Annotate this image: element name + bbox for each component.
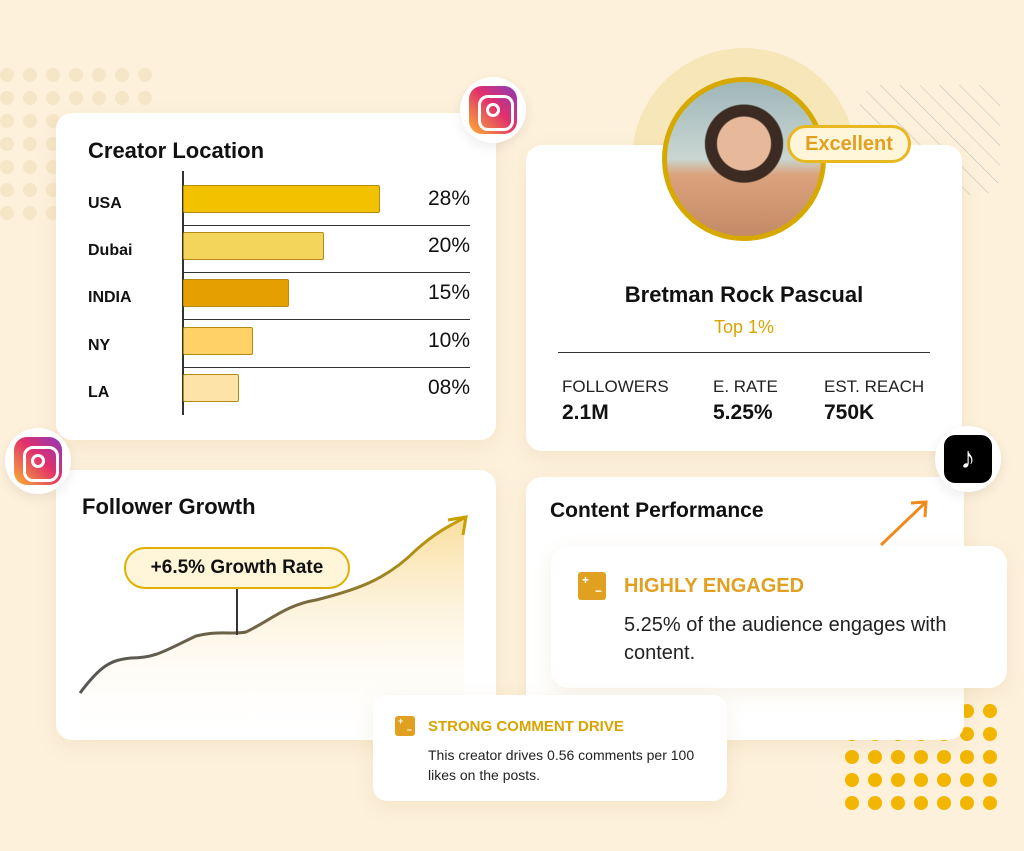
dot	[937, 796, 951, 810]
dot	[92, 68, 106, 82]
tiktok-icon: ♪	[944, 435, 992, 483]
dot	[960, 750, 974, 764]
dot	[868, 750, 882, 764]
location-percent: 08%	[427, 376, 470, 399]
instagram-icon	[469, 86, 517, 134]
dot	[914, 750, 928, 764]
dot	[69, 91, 83, 105]
row-divider	[183, 225, 470, 226]
dot	[914, 773, 928, 787]
dot	[23, 183, 37, 197]
location-label: INDIA	[88, 289, 132, 306]
instagram-icon	[14, 437, 62, 485]
dot	[937, 773, 951, 787]
dot	[23, 206, 37, 220]
location-bar	[183, 279, 289, 307]
location-label: LA	[88, 384, 110, 401]
dot	[891, 773, 905, 787]
dot	[983, 750, 997, 764]
engaged-title: HIGHLY ENGAGED	[624, 575, 805, 597]
dot	[138, 91, 152, 105]
tiktok-badge[interactable]: ♪	[935, 426, 1001, 492]
location-bar	[183, 185, 381, 213]
dot	[0, 114, 14, 128]
card-title: Creator Location	[88, 138, 265, 163]
dot	[69, 68, 83, 82]
instagram-badge[interactable]	[5, 428, 71, 494]
location-label: Dubai	[88, 242, 133, 259]
dot	[845, 750, 859, 764]
dot	[0, 68, 14, 82]
location-percent: 10%	[427, 329, 470, 352]
location-label: USA	[88, 195, 122, 212]
arrow-head-icon	[447, 515, 468, 536]
dot	[937, 750, 951, 764]
dot	[983, 704, 997, 718]
location-percent: 20%	[427, 234, 470, 257]
instagram-badge[interactable]	[460, 77, 526, 143]
card-title: Content Performance	[550, 499, 764, 522]
creator-location-card: Creator Location USA 28% Dubai 20% INDIA…	[56, 113, 496, 440]
divider	[558, 352, 930, 353]
stat-followers: FOLLOWERS 2.1M	[562, 377, 669, 424]
engaged-text: 5.25% of the audience engages with conte…	[624, 614, 947, 664]
comment-drive-card: + − STRONG COMMENT DRIVE This creator dri…	[373, 695, 727, 801]
dot	[0, 137, 14, 151]
dot	[845, 796, 859, 810]
location-percent: 28%	[427, 187, 470, 210]
dot	[891, 796, 905, 810]
dot	[23, 160, 37, 174]
dot	[0, 183, 14, 197]
dot	[0, 206, 14, 220]
dot	[23, 114, 37, 128]
dot	[0, 91, 14, 105]
location-bar	[183, 327, 254, 355]
highly-engaged-card: + − HIGHLY ENGAGED 5.25% of the audience …	[551, 546, 1007, 688]
dot	[23, 91, 37, 105]
excellent-badge: Excellent	[787, 125, 911, 163]
location-percent: 15%	[427, 281, 470, 304]
comment-text: This creator drives 0.56 comments per 10…	[428, 747, 695, 783]
growth-line	[78, 516, 465, 694]
dot	[845, 773, 859, 787]
growth-chart	[78, 515, 468, 740]
dot	[46, 68, 60, 82]
dot	[983, 796, 997, 810]
location-label: NY	[88, 337, 111, 354]
dot	[46, 91, 60, 105]
dot	[914, 796, 928, 810]
dot	[868, 796, 882, 810]
row-divider	[183, 367, 470, 368]
dot	[983, 773, 997, 787]
rank-label: Top 1%	[713, 317, 775, 337]
dot	[138, 68, 152, 82]
plus-minus-icon: + −	[395, 716, 415, 736]
plus-minus-icon: + −	[578, 572, 606, 600]
location-bar	[183, 232, 324, 260]
row-divider	[183, 272, 470, 273]
stat-reach: EST. REACH 750K	[824, 377, 925, 424]
dot	[23, 68, 37, 82]
dot	[891, 750, 905, 764]
dot	[960, 773, 974, 787]
dot	[960, 727, 974, 741]
dot	[868, 773, 882, 787]
stat-engagement-rate: E. RATE 5.25%	[713, 377, 778, 424]
dot	[92, 91, 106, 105]
decorative-dots-top	[0, 68, 152, 220]
card-title: Follower Growth	[82, 494, 256, 519]
dot	[115, 91, 129, 105]
location-bar	[183, 374, 240, 402]
trend-arrow-icon	[879, 500, 928, 547]
row-divider	[183, 319, 470, 320]
dot	[960, 796, 974, 810]
creator-name: Bretman Rock Pascual	[624, 282, 864, 307]
dot	[23, 137, 37, 151]
growth-rate-badge: +6.5% Growth Rate	[124, 547, 350, 589]
dot	[115, 68, 129, 82]
dot	[0, 160, 14, 174]
comment-title: STRONG COMMENT DRIVE	[428, 718, 624, 735]
dot	[983, 727, 997, 741]
